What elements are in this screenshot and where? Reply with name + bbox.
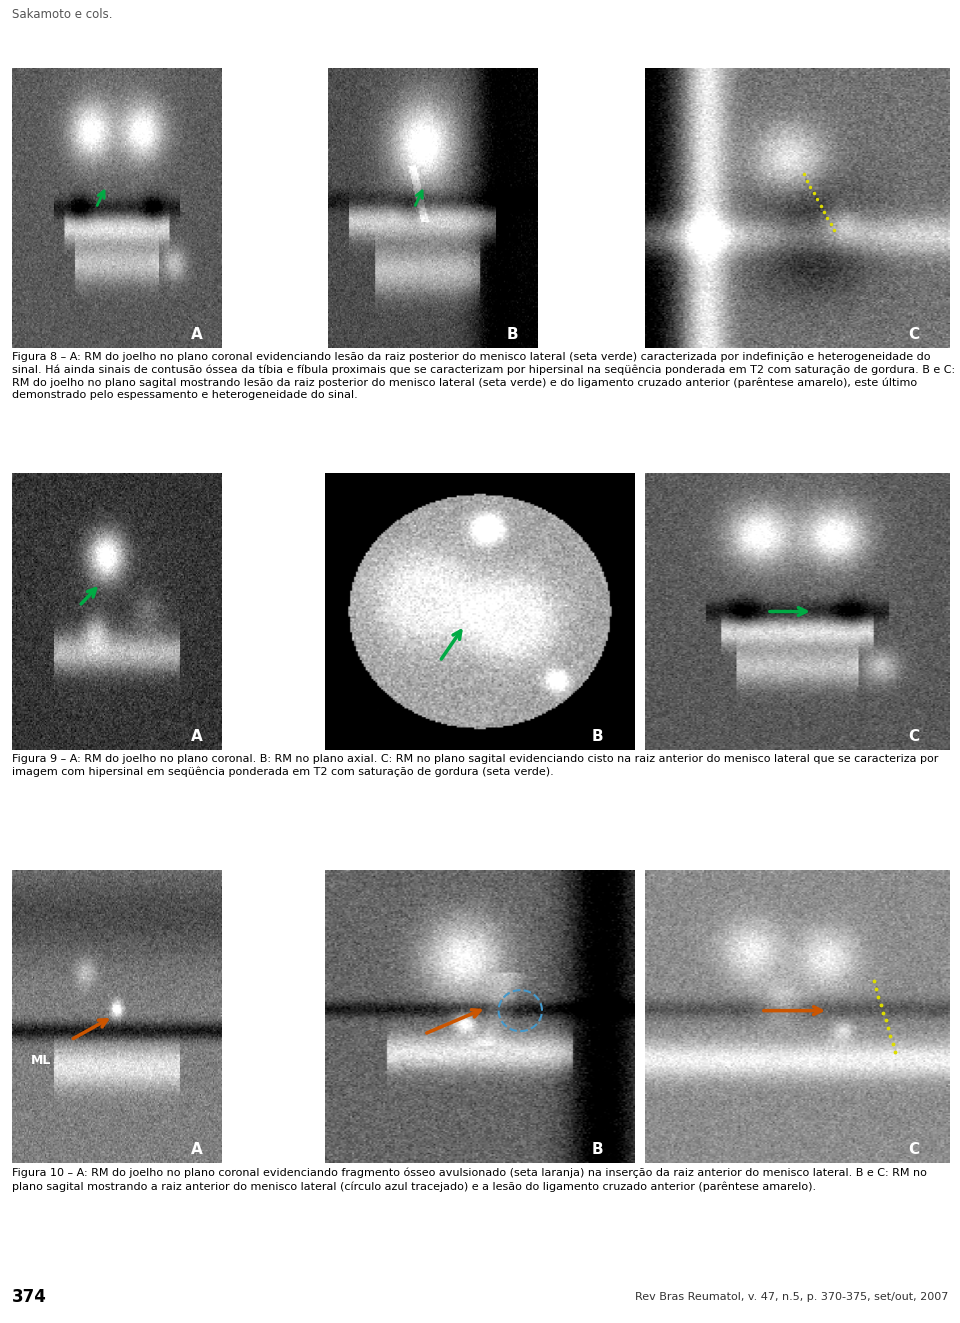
Text: C: C (908, 327, 919, 343)
Text: A: A (191, 1142, 203, 1158)
Text: A: A (191, 327, 203, 343)
Text: B: B (507, 327, 518, 343)
Text: B: B (592, 1142, 604, 1158)
Text: Figura 8 – A: RM do joelho no plano coronal evidenciando lesão da raiz posterior: Figura 8 – A: RM do joelho no plano coro… (12, 352, 955, 401)
Text: ML: ML (32, 1054, 52, 1066)
Text: Figura 10 – A: RM do joelho no plano coronal evidenciando fragmento ósseo avulsi: Figura 10 – A: RM do joelho no plano cor… (12, 1168, 926, 1192)
Text: C: C (908, 729, 919, 745)
Text: C: C (908, 1142, 919, 1158)
Text: Figura 9 – A: RM do joelho no plano coronal. B: RM no plano axial. C: RM no plan: Figura 9 – A: RM do joelho no plano coro… (12, 754, 938, 777)
Text: Sakamoto e cols.: Sakamoto e cols. (12, 8, 112, 21)
Text: Rev Bras Reumatol, v. 47, n.5, p. 370-375, set/out, 2007: Rev Bras Reumatol, v. 47, n.5, p. 370-37… (635, 1293, 948, 1303)
Text: 374: 374 (12, 1289, 47, 1307)
Text: A: A (191, 729, 203, 745)
Text: B: B (592, 729, 604, 745)
